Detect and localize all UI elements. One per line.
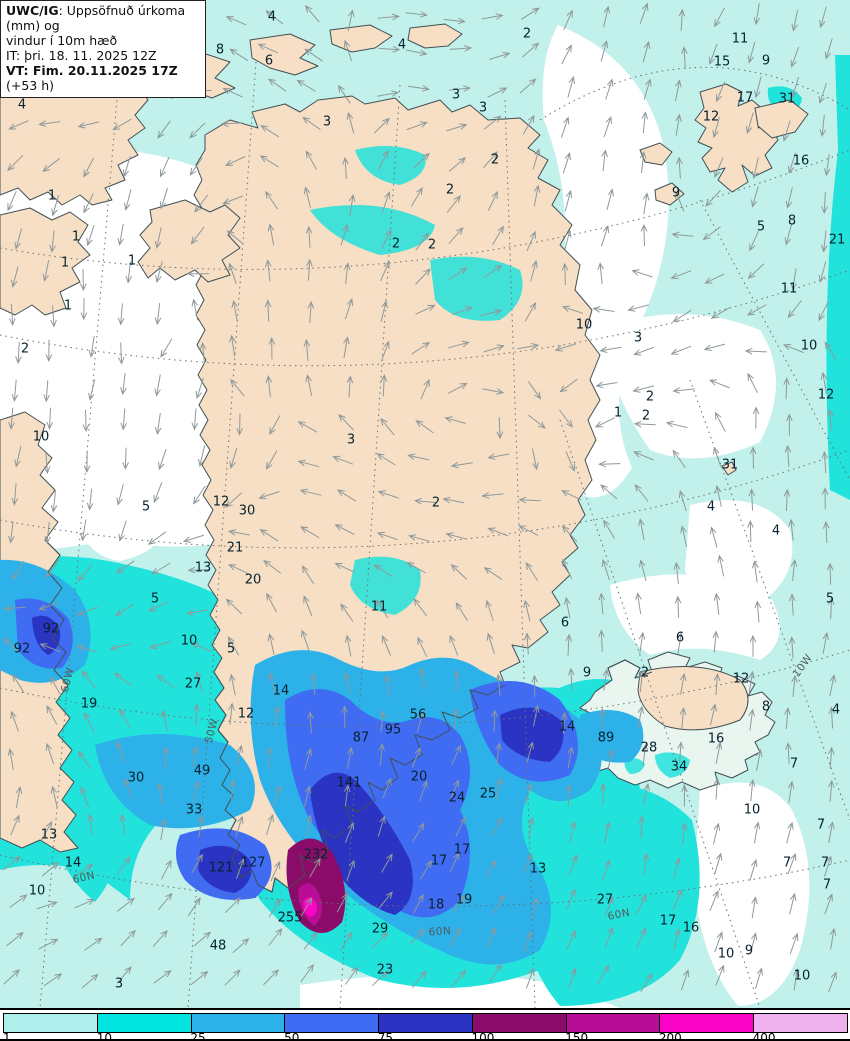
devon-island <box>137 199 241 283</box>
colorbar-segment <box>4 1014 98 1032</box>
iceland-highlands <box>637 666 749 731</box>
colorbar-segment <box>754 1014 848 1032</box>
precip-10-25-overland <box>310 146 690 778</box>
nordaustlandet <box>754 99 809 139</box>
arctic-islet <box>249 33 319 76</box>
precip-heavy-regions <box>0 559 644 965</box>
colorbar-tick-label: 50 <box>284 1031 300 1041</box>
wind-arrow-field <box>0 2 837 993</box>
arctic-island <box>0 207 91 316</box>
colorbar-tick-label: 75 <box>377 1031 394 1041</box>
arctic-islet <box>329 24 393 53</box>
jan-mayen <box>721 461 737 476</box>
colorbar-segment <box>660 1014 755 1032</box>
colorbar-tick-label: 400 <box>752 1031 776 1041</box>
colorbar-tick-label: 100 <box>471 1031 495 1041</box>
svalbard-islet <box>639 142 673 166</box>
legend-subtitle: vindur í 10m hæð <box>6 33 118 48</box>
svalbard-islet <box>654 182 685 206</box>
colorbar-tick-label: 25 <box>190 1031 206 1041</box>
colorbar-tick-label: 150 <box>565 1031 589 1041</box>
colorbar-tick-labels: 1 10 25 50 75 100 150 200 400 <box>0 1032 850 1041</box>
colorbar-segments <box>3 1013 848 1033</box>
legend-valid-time: VT: Fim. 20.11.2025 17Z (+53 h) <box>6 63 178 93</box>
colorbar: 1 10 25 50 75 100 150 200 400 <box>0 1008 850 1041</box>
colorbar-segment <box>97 1014 192 1032</box>
weather-map-canvas <box>0 2 850 1008</box>
legend-box: UWC/IG: Uppsöfnuð úrkoma (mm) og vindur … <box>0 0 206 98</box>
colorbar-segment <box>191 1014 286 1032</box>
colorbar-tick-label: 10 <box>96 1031 112 1041</box>
legend-init-time: IT: þri. 18. 11. 2025 12Z <box>6 48 157 63</box>
map-area: 4 8 6 4 2 3 3 3 11 15 9 17 31 12 16 9 8 5 21 4 1 1 1 1 1 2 2 2 2 2 10 5… <box>0 0 850 1008</box>
colorbar-segment <box>285 1014 380 1032</box>
legend-title: UWC/IG: Uppsöfnuð úrkoma (mm) og <box>6 3 186 33</box>
colorbar-tick-label: 1 <box>3 1031 11 1041</box>
colorbar-tick-label: 200 <box>658 1031 682 1041</box>
colorbar-segment <box>566 1014 661 1032</box>
colorbar-segment <box>472 1014 567 1032</box>
arctic-islet <box>407 23 463 49</box>
coastline-overlay <box>44 539 653 893</box>
colorbar-segment <box>379 1014 473 1032</box>
